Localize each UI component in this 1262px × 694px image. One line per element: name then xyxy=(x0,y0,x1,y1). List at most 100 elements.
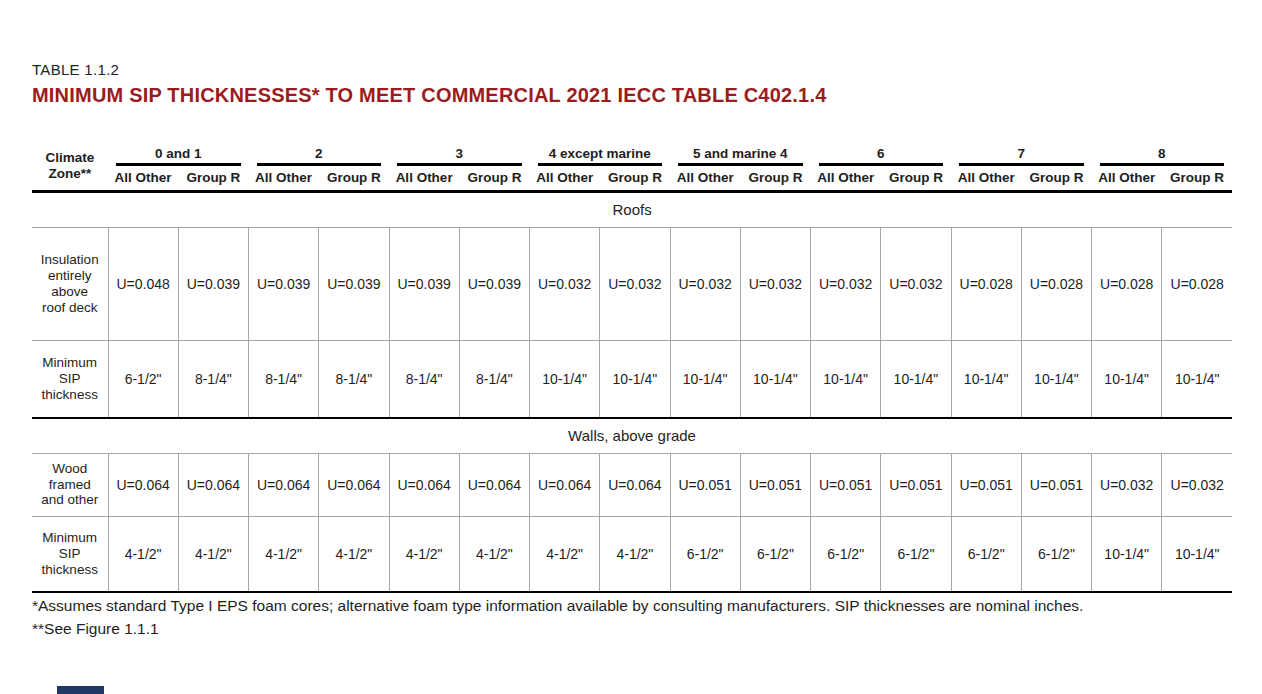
value-cell: U=0.064 xyxy=(319,453,389,516)
table-body: RoofsInsulation entirely above roof deck… xyxy=(32,192,1232,593)
zone-header-label: 4 except marine xyxy=(538,146,663,166)
value-cell: U=0.032 xyxy=(670,228,740,341)
zone-header: 3 xyxy=(389,143,530,166)
subgroup-header: Group R xyxy=(600,166,670,192)
table-row: Minimum SIP thickness4-1/2"4-1/2"4-1/2"4… xyxy=(32,516,1232,592)
value-cell: U=0.028 xyxy=(1092,228,1162,341)
value-cell: U=0.051 xyxy=(951,453,1021,516)
value-cell: U=0.064 xyxy=(108,453,178,516)
value-cell: 4-1/2" xyxy=(530,516,600,592)
zone-header-label: 3 xyxy=(397,146,522,166)
header-subgroup-row: All OtherGroup RAll OtherGroup RAll Othe… xyxy=(32,166,1232,192)
value-cell: 10-1/4" xyxy=(1092,341,1162,418)
value-cell: 10-1/4" xyxy=(600,341,670,418)
value-cell: U=0.039 xyxy=(178,228,248,341)
value-cell: 10-1/4" xyxy=(1162,341,1232,418)
zone-header: 4 except marine xyxy=(530,143,671,166)
value-cell: 6-1/2" xyxy=(881,516,951,592)
climate-zone-corner-label: Climate Zone** xyxy=(32,143,108,192)
zone-header-label: 5 and marine 4 xyxy=(678,146,803,166)
section-title-row: Roofs xyxy=(32,192,1232,228)
subgroup-header: All Other xyxy=(530,166,600,192)
subgroup-header: Group R xyxy=(881,166,951,192)
zone-header-label: 2 xyxy=(257,146,382,166)
value-cell: 8-1/4" xyxy=(459,341,529,418)
table-header: Climate Zone** 0 and 1 23 4 except marine 5 … xyxy=(32,143,1232,192)
subgroup-header: All Other xyxy=(670,166,740,192)
value-cell: U=0.064 xyxy=(600,453,670,516)
value-cell: U=0.039 xyxy=(319,228,389,341)
subgroup-header: Group R xyxy=(178,166,248,192)
section-title-row: Walls, above grade xyxy=(32,418,1232,454)
value-cell: 4-1/2" xyxy=(319,516,389,592)
value-cell: 10-1/4" xyxy=(811,341,881,418)
value-cell: U=0.028 xyxy=(1162,228,1232,341)
zone-header-label: 8 xyxy=(1100,146,1225,166)
value-cell: 6-1/2" xyxy=(670,516,740,592)
value-cell: U=0.051 xyxy=(740,453,810,516)
value-cell: 10-1/4" xyxy=(670,341,740,418)
sip-thickness-table: Climate Zone** 0 and 1 23 4 except marine 5 … xyxy=(32,143,1232,593)
header-zone-row: Climate Zone**0 and 1234 except marine5 … xyxy=(32,143,1232,166)
value-cell: U=0.032 xyxy=(600,228,670,341)
value-cell: 10-1/4" xyxy=(1162,516,1232,592)
value-cell: 10-1/4" xyxy=(1092,516,1162,592)
row-label: Minimum SIP thickness xyxy=(32,341,108,418)
subgroup-header: All Other xyxy=(811,166,881,192)
footnote-asterisk: *Assumes standard Type I EPS foam cores;… xyxy=(32,594,1083,617)
footnotes: *Assumes standard Type I EPS foam cores;… xyxy=(32,594,1083,641)
value-cell: 8-1/4" xyxy=(319,341,389,418)
subgroup-header: Group R xyxy=(1162,166,1232,192)
value-cell: U=0.039 xyxy=(389,228,459,341)
subgroup-header: All Other xyxy=(389,166,459,192)
zone-header-label: 0 and 1 xyxy=(116,146,241,166)
value-cell: 4-1/2" xyxy=(108,516,178,592)
table-row: Insulation entirely above roof deck U=0.0… xyxy=(32,228,1232,341)
zone-header-label: 7 xyxy=(959,146,1084,166)
row-label: Wood framed and other xyxy=(32,453,108,516)
subgroup-header: Group R xyxy=(1021,166,1091,192)
zone-header: 2 xyxy=(249,143,390,166)
zone-header-label: 6 xyxy=(819,146,944,166)
value-cell: 10-1/4" xyxy=(530,341,600,418)
row-label: Minimum SIP thickness xyxy=(32,516,108,592)
value-cell: U=0.064 xyxy=(459,453,529,516)
document-page: TABLE 1.1.2 MINIMUM SIP THICKNESSES* TO … xyxy=(0,0,1262,694)
value-cell: 6-1/2" xyxy=(1021,516,1091,592)
value-cell: 8-1/4" xyxy=(389,341,459,418)
value-cell: U=0.032 xyxy=(530,228,600,341)
partial-bottom-element xyxy=(57,686,104,694)
zone-header: 8 xyxy=(1092,143,1233,166)
value-cell: U=0.051 xyxy=(1021,453,1091,516)
page-title: MINIMUM SIP THICKNESSES* TO MEET COMMERC… xyxy=(32,84,827,107)
value-cell: U=0.064 xyxy=(178,453,248,516)
value-cell: 4-1/2" xyxy=(600,516,670,592)
value-cell: U=0.032 xyxy=(740,228,810,341)
row-label: Insulation entirely above roof deck xyxy=(32,228,108,341)
zone-header: 7 xyxy=(951,143,1092,166)
value-cell: 6-1/2" xyxy=(740,516,810,592)
value-cell: 4-1/2" xyxy=(459,516,529,592)
zone-header: 0 and 1 xyxy=(108,143,249,166)
table-row: Minimum SIP thickness6-1/2"8-1/4"8-1/4"8… xyxy=(32,341,1232,418)
section-title: Walls, above grade xyxy=(32,418,1232,454)
subgroup-header: Group R xyxy=(319,166,389,192)
value-cell: U=0.032 xyxy=(811,228,881,341)
value-cell: U=0.039 xyxy=(249,228,319,341)
value-cell: 10-1/4" xyxy=(951,341,1021,418)
value-cell: U=0.051 xyxy=(811,453,881,516)
value-cell: U=0.028 xyxy=(951,228,1021,341)
value-cell: 4-1/2" xyxy=(389,516,459,592)
value-cell: 10-1/4" xyxy=(1021,341,1091,418)
value-cell: U=0.032 xyxy=(1092,453,1162,516)
value-cell: U=0.064 xyxy=(249,453,319,516)
subgroup-header: All Other xyxy=(108,166,178,192)
value-cell: U=0.051 xyxy=(670,453,740,516)
subgroup-header: All Other xyxy=(951,166,1021,192)
value-cell: U=0.032 xyxy=(881,228,951,341)
value-cell: U=0.051 xyxy=(881,453,951,516)
table-row: Wood framed and otherU=0.064U=0.064U=0.0… xyxy=(32,453,1232,516)
value-cell: U=0.028 xyxy=(1021,228,1091,341)
subgroup-header: Group R xyxy=(459,166,529,192)
value-cell: 8-1/4" xyxy=(249,341,319,418)
